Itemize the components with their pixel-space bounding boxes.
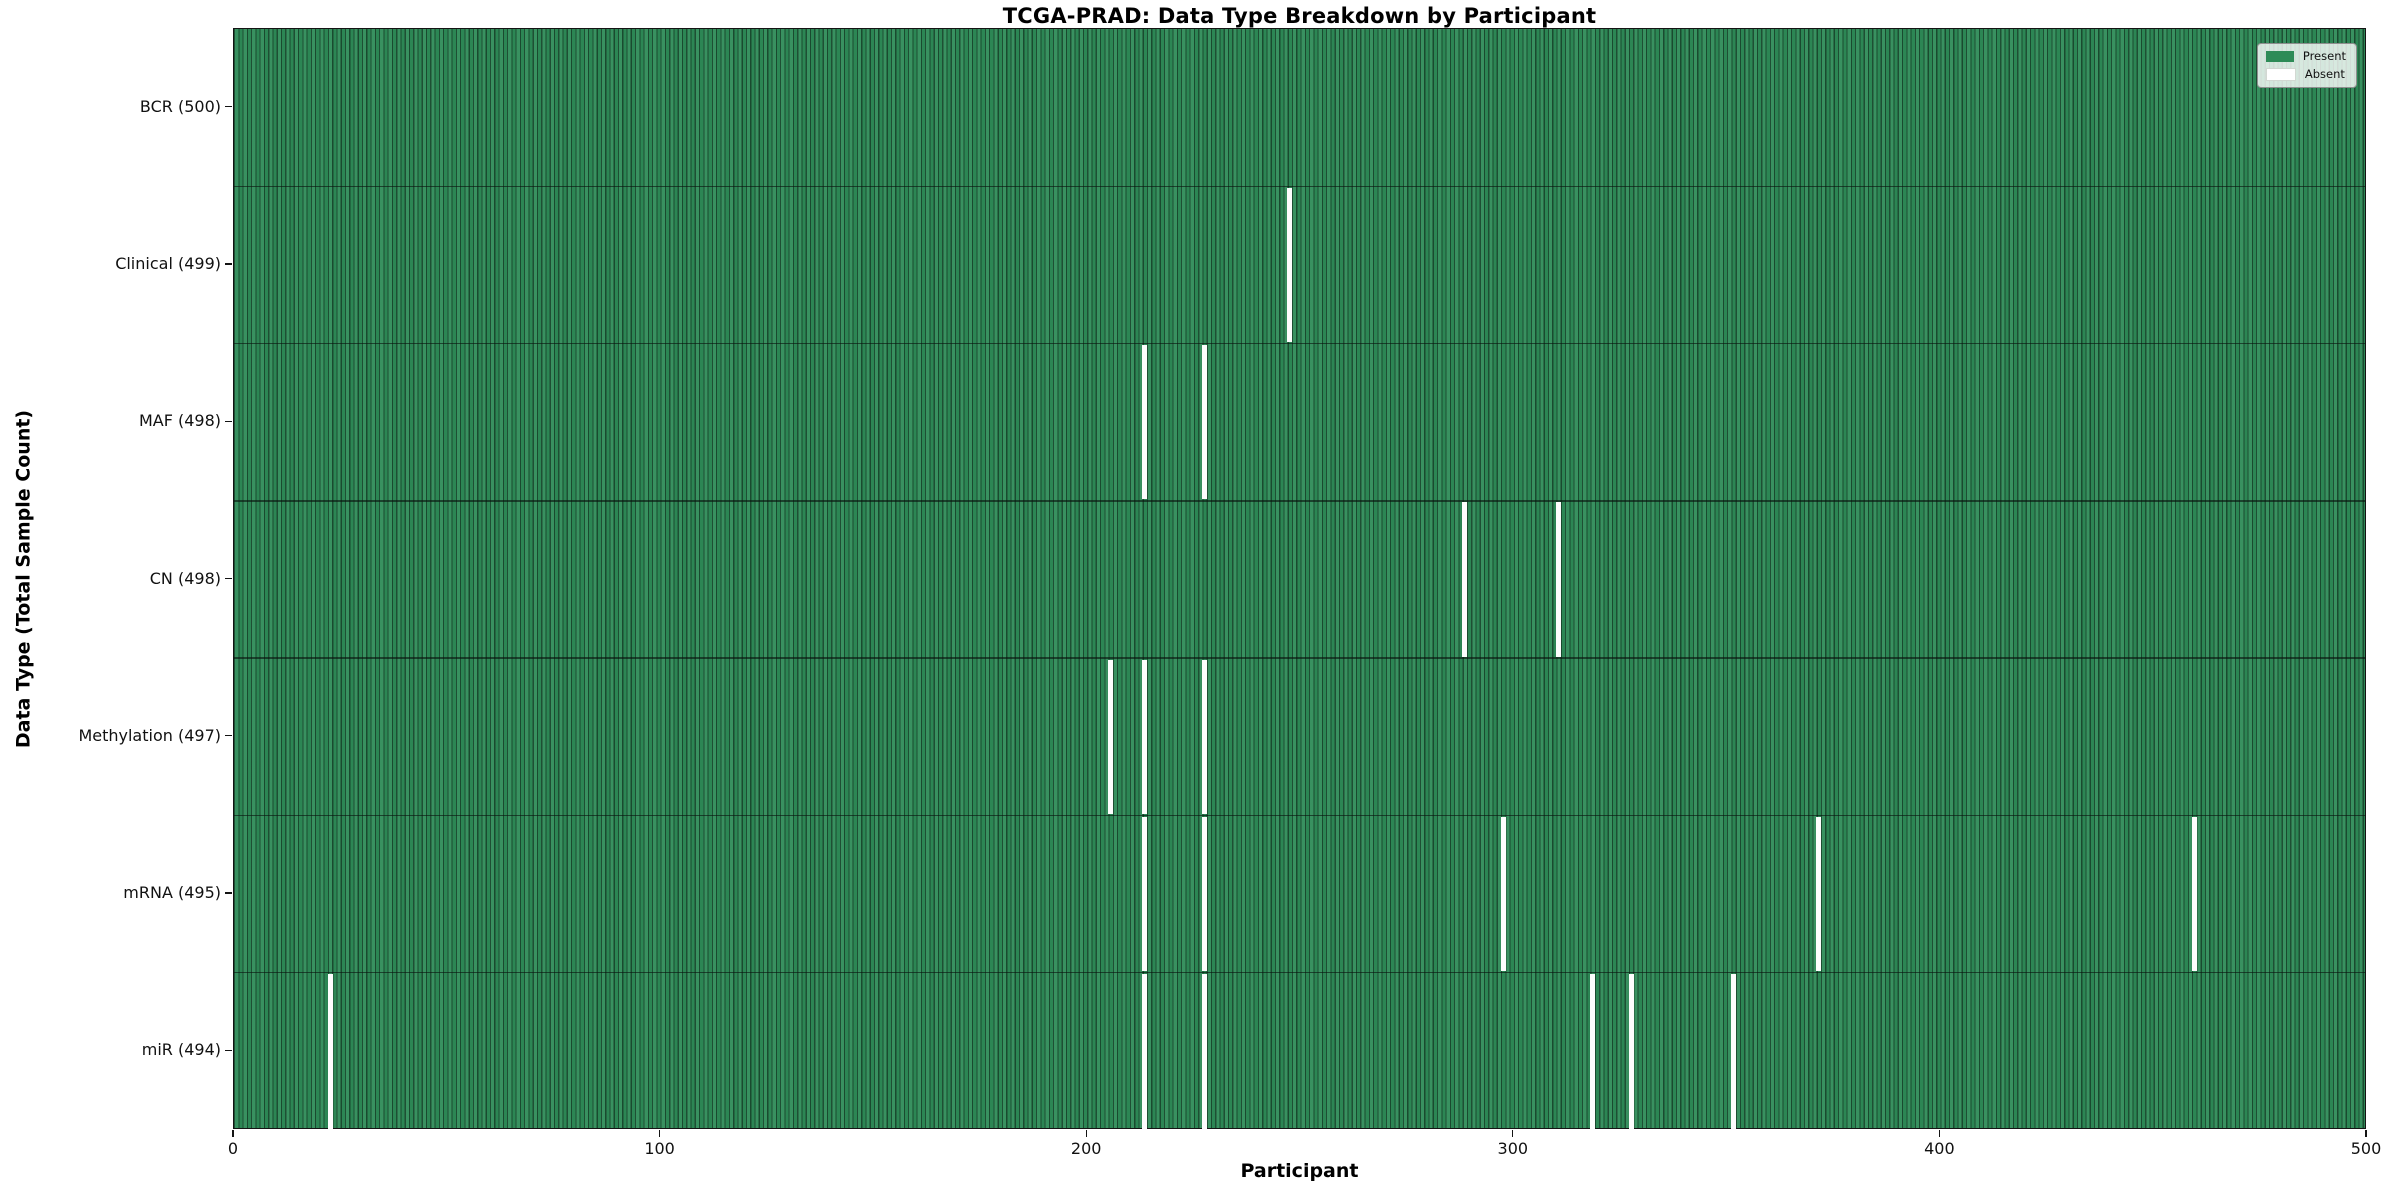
absent-gap-mrna-297 [1500,816,1506,972]
absent-gap-methylation-213 [1142,659,1148,815]
row-boundary-line [234,185,2365,187]
absent-gap-cn-310 [1556,502,1562,657]
x-tick-mark [1512,1130,1514,1137]
y-tick-label-clinical: Clinical (499) [115,253,221,273]
absent-swatch-icon [2265,68,2296,81]
legend-label-absent: Absent [2304,67,2345,81]
absent-gap-mir-22 [327,974,333,1129]
x-tick-label-400: 400 [1924,1139,1955,1158]
x-tick-mark [1938,1130,1941,1137]
x-tick-mark [2365,1130,2367,1137]
x-tick-label-500: 500 [2350,1139,2382,1158]
y-tick-mark [225,420,232,422]
absent-gap-mir-227 [1202,974,1208,1129]
y-tick-mark [225,263,232,265]
absent-gap-mir-318 [1590,974,1596,1129]
x-tick-label-0: 0 [227,1139,239,1158]
absent-gap-maf-213 [1142,344,1148,500]
absent-gap-mir-351 [1731,974,1737,1129]
row-boundary-line [234,814,2365,817]
x-tick-label-300: 300 [1497,1139,1529,1158]
row-boundary-line [234,342,2365,345]
x-tick-label-200: 200 [1070,1139,1102,1158]
absent-gap-mrna-227 [1202,816,1208,972]
row-boundary-line [234,972,2365,974]
y-tick-label-maf: MAF (498) [138,411,221,431]
absent-gap-mrna-371 [1816,816,1822,972]
legend: Present Absent [2256,43,2357,88]
present-swatch-icon [2265,51,2294,62]
absent-gap-mir-327 [1628,974,1634,1129]
absent-gap-clinical-247 [1287,187,1293,343]
x-tick-mark [1085,1130,1087,1137]
y-tick-label-bcr: BCR (500) [139,96,221,116]
x-tick-mark [658,1130,661,1137]
x-axis-label: Participant [1240,1160,1359,1182]
plot-area: Present Absent [233,28,2366,1129]
absent-gap-mir-213 [1142,974,1148,1129]
x-tick-mark [232,1130,234,1137]
y-tick-mark [225,1049,232,1052]
y-tick-label-cn: CN (498) [149,568,221,588]
legend-item-absent: Absent [2265,67,2346,81]
row-boundary-line [234,657,2365,659]
absent-gap-methylation-227 [1202,659,1208,815]
absent-gap-methylation-205 [1108,659,1114,815]
y-tick-mark [225,892,232,894]
y-tick-mark [225,105,232,108]
x-tick-label-100: 100 [644,1139,675,1158]
absent-gap-mrna-213 [1142,816,1148,972]
y-tick-mark [225,735,232,737]
y-tick-label-mrna: mRNA (495) [123,883,221,903]
y-tick-label-mir: miR (494) [141,1040,221,1060]
legend-label-present: Present [2302,49,2346,63]
chart-title: TCGA-PRAD: Data Type Breakdown by Partic… [1002,4,1597,28]
absent-gap-mrna-459 [2191,816,2197,972]
y-tick-mark [225,577,232,580]
absent-gap-maf-227 [1202,344,1208,500]
absent-gap-cn-288 [1462,502,1468,657]
y-tick-label-methylation: Methylation (497) [78,725,221,745]
row-boundary-line [234,500,2365,502]
legend-item-present: Present [2265,49,2346,63]
